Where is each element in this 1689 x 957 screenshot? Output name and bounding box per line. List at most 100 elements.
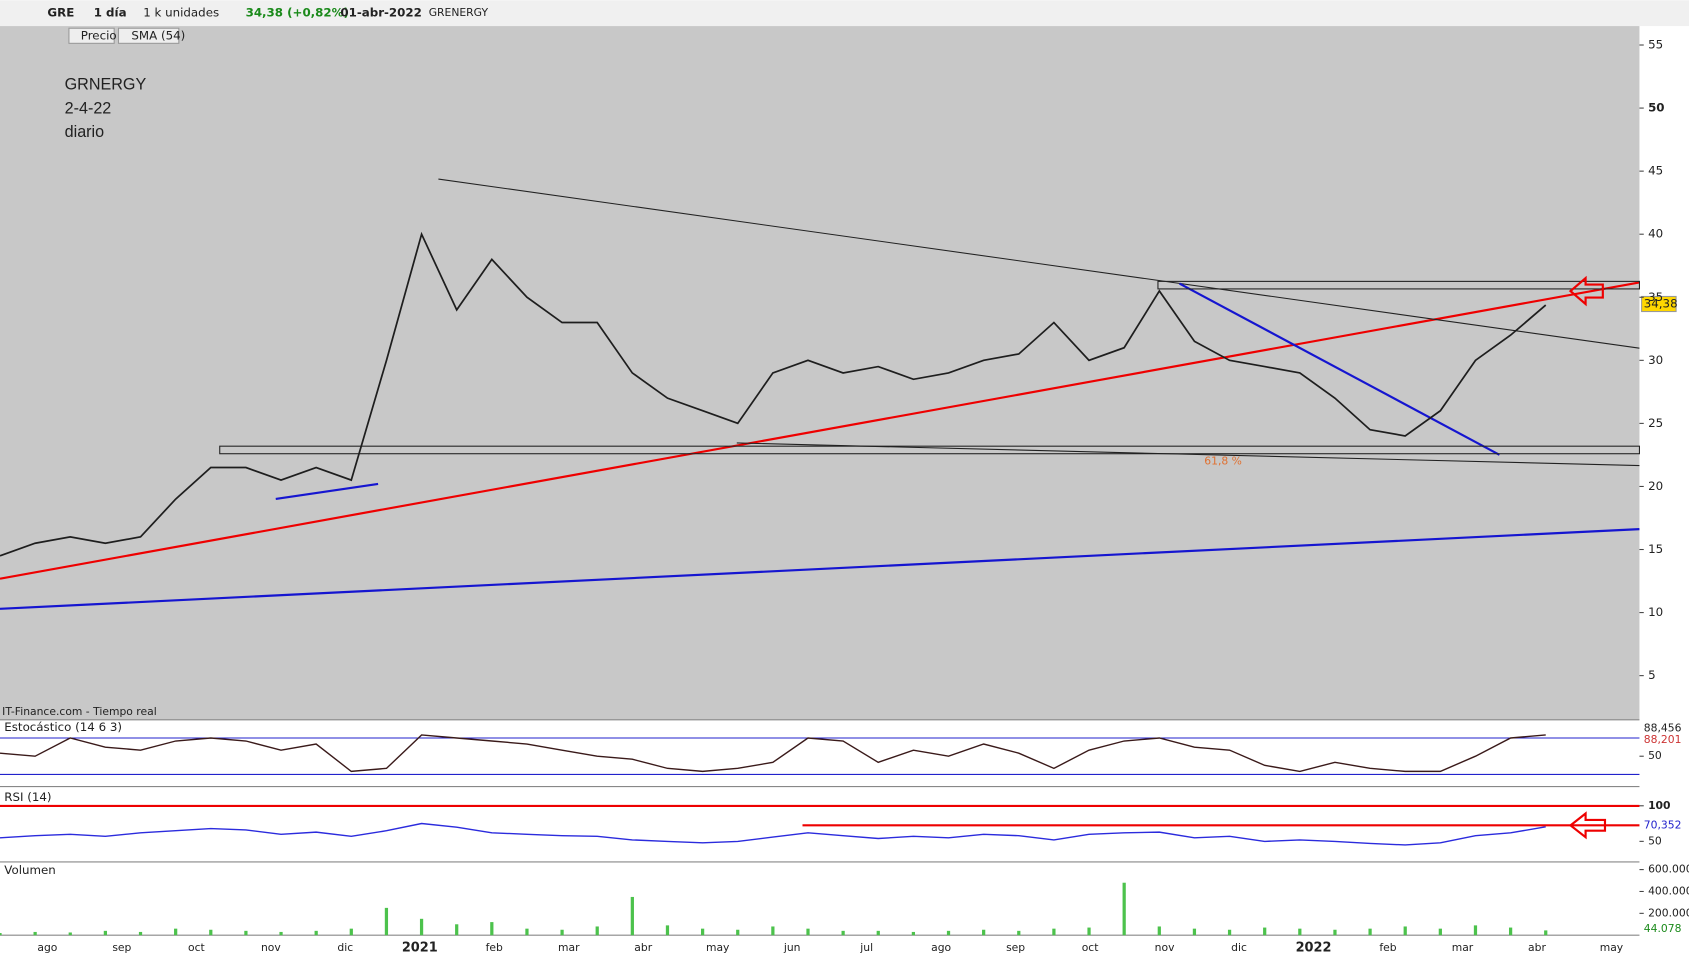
y-tick-label: 50 <box>1648 749 1662 762</box>
volume-bar <box>244 930 248 936</box>
x-tick-label: oct <box>1082 941 1099 954</box>
volume-bar <box>209 929 213 936</box>
price-toggle-label[interactable]: Precio <box>81 28 117 42</box>
symbol[interactable]: GRE <box>47 6 74 20</box>
volume-bar <box>349 928 353 936</box>
last-value: 70,352 <box>1644 818 1682 831</box>
last-value: 88,201 <box>1644 733 1682 746</box>
panel-title: Volumen <box>4 863 56 877</box>
date: 01-abr-2022 <box>340 6 421 20</box>
x-tick-label: mar <box>558 941 580 954</box>
annotation: GRNERGY <box>65 76 147 94</box>
volume-bar <box>1333 929 1337 936</box>
volume-bar <box>455 924 459 936</box>
volume-bar <box>630 896 634 936</box>
x-tick-label: abr <box>634 941 652 954</box>
volume-bar <box>1122 882 1126 936</box>
volume-bar <box>595 926 599 936</box>
y-tick-label: 30 <box>1648 353 1663 367</box>
volume-bar <box>490 922 494 936</box>
sma-toggle[interactable] <box>117 27 180 44</box>
x-tick-label: oct <box>188 941 205 954</box>
volume-bar <box>560 929 564 936</box>
volume-bar <box>1087 927 1091 936</box>
volume-bar <box>279 931 283 936</box>
volume-bar <box>68 932 72 936</box>
x-tick-label: 2022 <box>1296 941 1332 956</box>
series-line <box>0 734 1546 773</box>
trendline <box>1178 282 1500 456</box>
last-value: 88,456 <box>1644 721 1682 734</box>
volume-bar <box>982 929 986 936</box>
volume-bar <box>911 931 916 936</box>
x-tick-label: jun <box>783 941 801 954</box>
source: IT-Finance.com - Tiempo real <box>2 705 157 718</box>
volume-bar <box>771 926 775 936</box>
volume-bar <box>1403 926 1407 936</box>
sma-toggle-label[interactable]: SMA (54) <box>131 28 185 42</box>
volume-bar <box>806 928 810 936</box>
y-tick-label: 50 <box>1648 101 1664 115</box>
y-tick-label: 5 <box>1648 668 1656 682</box>
x-tick-label: 2021 <box>402 941 438 956</box>
volume-bar <box>1157 926 1161 936</box>
x-tick-label: ago <box>931 941 951 954</box>
annotation: 2-4-22 <box>65 99 112 117</box>
volume-bar <box>1438 928 1442 936</box>
y-tick-label: 15 <box>1648 542 1663 556</box>
y-tick-label: 55 <box>1648 38 1663 52</box>
drawings <box>0 178 1640 840</box>
volume-bar <box>876 930 880 936</box>
y-tick-label: 25 <box>1648 416 1663 430</box>
volume-bar <box>1263 927 1267 936</box>
x-tick-label: dic <box>337 941 353 954</box>
x-tick-label: jul <box>859 941 873 954</box>
last-value: 44.078 <box>1644 922 1682 935</box>
volume-bar <box>1368 928 1372 936</box>
y-tick-label: 50 <box>1648 834 1662 847</box>
y-tick-label: 40 <box>1648 227 1663 241</box>
y-tick-label: 20 <box>1648 479 1663 493</box>
volume-bar <box>841 930 845 936</box>
volume-bar <box>1017 930 1021 936</box>
series-line <box>0 822 1546 846</box>
period[interactable]: 1 día <box>94 6 127 20</box>
volume-bar <box>736 929 740 936</box>
price-toggle[interactable] <box>68 27 115 44</box>
last-price-box <box>1641 295 1677 313</box>
x-tick-label: feb <box>1379 941 1396 954</box>
y-tick-label: 35 <box>1648 290 1663 304</box>
panel-title: Estocástico (14 6 3) <box>4 720 122 734</box>
trendline <box>0 528 1640 610</box>
zone <box>1157 280 1640 290</box>
x-tick-label: sep <box>1006 941 1025 954</box>
change: 34,38 (+0,82%) <box>246 6 349 20</box>
volume-bar <box>1544 930 1548 936</box>
trendline <box>275 482 379 501</box>
volume-bar <box>946 930 951 936</box>
volume-bar <box>1508 927 1513 936</box>
volume-bar <box>1227 929 1232 936</box>
y-tick-label: 200.000 <box>1648 906 1689 919</box>
x-tick-label: abr <box>1528 941 1546 954</box>
units[interactable]: 1 k unidades <box>143 6 219 20</box>
y-tick-label: 10 <box>1648 605 1663 619</box>
x-tick-label: may <box>706 941 730 954</box>
x-tick-label: sep <box>112 941 131 954</box>
volume-bar <box>0 933 2 936</box>
trendline <box>0 281 1640 580</box>
y-tick-label: 400.000 <box>1648 884 1689 897</box>
volume-bar <box>174 928 178 936</box>
panel-title: RSI (14) <box>4 790 51 804</box>
volume-bar <box>1473 925 1478 936</box>
volume-bar <box>384 907 389 936</box>
volume-bar <box>103 930 108 936</box>
volume-bar <box>419 918 424 936</box>
volume-bar <box>138 931 143 936</box>
volume-bar <box>33 931 37 936</box>
x-tick-label: dic <box>1231 941 1247 954</box>
x-tick-label: feb <box>486 941 503 954</box>
name: GRENERGY <box>429 6 489 19</box>
